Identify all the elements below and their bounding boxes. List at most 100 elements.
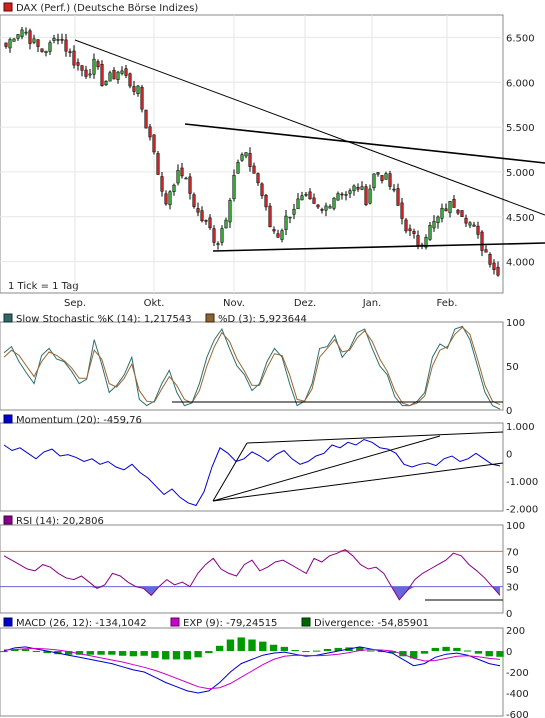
candle-body [332, 197, 336, 209]
stoch-k-swatch [3, 313, 13, 323]
y-tick-label: 100 [506, 521, 525, 532]
y-tick-label: 50 [506, 362, 519, 373]
y-tick-label: 100 [506, 318, 525, 329]
y-tick-label: 0 [506, 609, 512, 620]
candle-body [400, 202, 404, 219]
y-tick-label: 5.500 [506, 123, 535, 134]
candle-body [428, 225, 432, 240]
candle-body [444, 208, 448, 212]
stoch-y-axis: 0 50 100 [506, 318, 525, 417]
macd-series-line [3, 646, 501, 694]
divergence-bar [248, 639, 256, 652]
stochastic-panel: Slow Stochastic %K (14): 1,217543 %D (3)… [0, 313, 525, 417]
candle-body [392, 188, 396, 191]
divergence-bar [474, 651, 483, 654]
candle-body [152, 134, 156, 153]
candle-body [348, 190, 352, 194]
divergence-bar [205, 651, 213, 654]
divergence-bar [280, 646, 289, 652]
candle-body [96, 61, 100, 68]
divergence-bar [151, 651, 159, 658]
macd-lines [3, 646, 501, 694]
candle-body [20, 29, 24, 37]
y-tick-label: -400 [506, 689, 529, 700]
mom-trend-b [246, 431, 504, 444]
y-tick-label: -2.000 [506, 504, 538, 515]
dax-y-axis: 4.000 4.500 5.000 5.500 6.000 6.500 [506, 33, 535, 268]
candle-body [68, 51, 72, 53]
candle-body [136, 85, 140, 94]
candle-body [492, 262, 496, 270]
candle-body [112, 70, 116, 80]
candle-body [240, 154, 244, 161]
divergence-bar [356, 647, 364, 652]
candle-body [148, 126, 152, 138]
candle-body [108, 72, 112, 82]
candle-body [56, 39, 60, 41]
divergence-bar [183, 651, 191, 660]
candle-body [128, 73, 132, 87]
divergence-bar [366, 650, 375, 652]
y-tick-label: -200 [506, 668, 529, 679]
candle-body [432, 221, 436, 229]
momentum-series-line [3, 438, 501, 507]
candle-body [272, 229, 276, 232]
candle-body [468, 222, 472, 226]
y-tick-label: -600 [506, 710, 529, 718]
candle-body [164, 193, 168, 205]
stoch-series-line [3, 325, 501, 410]
stoch-series-line [3, 326, 501, 407]
divergence-bar [75, 651, 84, 655]
divergence-bar [313, 650, 321, 652]
y-tick-label: -1.000 [506, 477, 538, 488]
y-tick-label: 70 [506, 547, 519, 558]
dax-x-axis: Sep. Okt. Nov. Dez. Jan. Feb. [64, 298, 457, 309]
mom-trend-d [212, 462, 504, 502]
candle-body [276, 233, 280, 238]
candle-body [440, 207, 444, 219]
stoch-d-title: %D (3): 5,923644 [218, 314, 307, 325]
candle-body [248, 153, 252, 167]
divergence-bar [463, 650, 472, 652]
exp-swatch [170, 617, 180, 627]
divergence-bar [410, 651, 418, 659]
divergence-bar [108, 651, 116, 655]
candle-body [132, 86, 136, 92]
candle-body [448, 201, 452, 214]
candle-body [48, 42, 52, 52]
candle-body [380, 175, 384, 181]
month-label: Nov. [223, 298, 245, 309]
y-tick-label: 0 [506, 647, 512, 658]
stoch-d-swatch [205, 313, 215, 323]
candle-body [312, 197, 316, 204]
divergence-bar [269, 644, 278, 652]
divergence-bar [129, 651, 138, 657]
divergence-title: Divergence: -54,85901 [314, 618, 429, 629]
candle-body [92, 58, 96, 75]
divergence-bar [485, 651, 493, 657]
candle-body [40, 48, 44, 52]
candle-body [352, 185, 356, 192]
month-label: Jan. [362, 298, 382, 309]
candle-body [456, 209, 460, 214]
momentum-swatch [3, 414, 13, 424]
mom-trend-c [212, 435, 441, 502]
candle-body [88, 73, 92, 76]
candle-body [104, 80, 108, 86]
candle-body [24, 31, 28, 34]
momentum-line [3, 438, 501, 507]
candle-body [172, 184, 176, 193]
candle-body [372, 173, 376, 189]
candle-body [208, 217, 212, 229]
candle-body [244, 152, 248, 157]
divergence-bar [43, 651, 51, 654]
divergence-swatch [301, 617, 311, 627]
candle-body [84, 69, 88, 77]
candle-body [408, 228, 412, 231]
divergence-bar [226, 639, 235, 652]
dax-title: DAX (Perf.) (Deutsche Börse Indizes) [16, 3, 198, 14]
exp-title: EXP (9): -79,24515 [183, 618, 277, 629]
month-label: Okt. [144, 298, 165, 309]
divergence-bar [215, 645, 224, 652]
